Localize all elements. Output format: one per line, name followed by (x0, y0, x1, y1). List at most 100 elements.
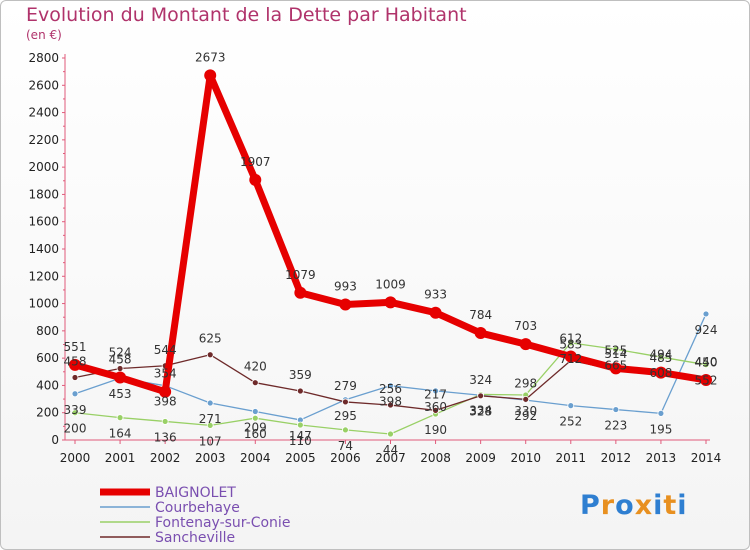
data-label: 360 (424, 400, 447, 414)
data-point (567, 339, 575, 347)
data-label: 552 (695, 374, 718, 388)
data-label: 110 (289, 434, 312, 448)
data-label: 292 (514, 409, 537, 423)
chart-title: Evolution du Montant de la Dette par Hab… (26, 4, 467, 26)
data-label: 525 (604, 343, 627, 357)
data-label: 44 (383, 443, 398, 457)
data-point (71, 390, 79, 398)
y-tick-label: 200 (36, 406, 59, 420)
data-label: 209 (244, 420, 267, 434)
data-point (612, 406, 620, 413)
y-tick-label: 1000 (28, 297, 59, 311)
x-tick-label: 2000 (60, 451, 91, 465)
data-label: 107 (199, 434, 222, 448)
data-label: 524 (109, 346, 132, 360)
x-tick-label: 2009 (465, 451, 496, 465)
data-label: 551 (64, 340, 87, 354)
data-label: 190 (424, 423, 447, 437)
data-label: 147 (289, 429, 312, 443)
x-tick-label: 2012 (601, 451, 632, 465)
data-point (657, 353, 665, 361)
data-label: 200 (64, 422, 87, 436)
y-tick-label: 1200 (28, 269, 59, 283)
data-label: 458 (109, 353, 132, 367)
data-label: 1079 (285, 268, 316, 282)
data-label: 398 (379, 395, 402, 409)
data-point (294, 286, 307, 299)
x-tick-label: 2004 (240, 451, 271, 465)
x-tick-label: 2005 (285, 451, 316, 465)
data-point (387, 430, 394, 438)
data-point (161, 418, 169, 425)
legend-label-courbehaye: Courbehaye (155, 500, 240, 516)
data-label: 223 (604, 419, 627, 433)
data-label: 450 (695, 356, 718, 370)
y-tick-label: 800 (36, 324, 59, 338)
data-point (654, 366, 667, 379)
x-tick-label: 2014 (691, 451, 722, 465)
data-label: 583 (559, 337, 582, 351)
data-label: 295 (334, 409, 357, 423)
x-tick-label: 2011 (556, 451, 587, 465)
data-label: 544 (154, 343, 177, 357)
data-point (564, 350, 577, 363)
data-label: 298 (514, 376, 537, 390)
data-label: 334 (469, 403, 492, 417)
data-label: 485 (649, 351, 672, 365)
data-label: 398 (154, 395, 177, 409)
data-label: 608 (649, 366, 672, 380)
data-label: 494 (649, 348, 672, 362)
data-label: 164 (109, 427, 132, 441)
data-label: 924 (695, 323, 718, 337)
logo-letter: o (615, 490, 635, 521)
data-point (206, 351, 214, 359)
data-point (251, 414, 259, 422)
legend-label-sancheville: Sancheville (155, 530, 235, 546)
data-point (342, 426, 349, 434)
data-point (206, 422, 214, 429)
data-point (71, 409, 79, 417)
x-tick-label: 2002 (150, 451, 181, 465)
y-tick-label: 1800 (28, 187, 59, 201)
data-label: 612 (559, 332, 582, 346)
logo-letter: i (677, 490, 688, 521)
data-point (609, 362, 622, 375)
data-point (206, 399, 214, 407)
data-label: 136 (154, 430, 177, 444)
data-label: 271 (199, 412, 222, 426)
data-point (387, 401, 394, 409)
data-label: 324 (469, 373, 492, 387)
logo-letter: i (653, 490, 664, 521)
data-point (249, 173, 262, 186)
data-label: 339 (64, 403, 87, 417)
x-tick-label: 2006 (330, 451, 361, 465)
data-label: 1009 (375, 277, 406, 291)
logo-letter: t (663, 490, 678, 521)
data-point (612, 345, 620, 353)
data-label: 712 (559, 352, 582, 366)
data-label: 453 (109, 387, 132, 401)
data-point (567, 402, 575, 410)
data-point (700, 373, 712, 386)
data-label: 625 (199, 332, 222, 346)
x-tick-label: 2001 (105, 451, 136, 465)
data-label: 993 (334, 280, 357, 294)
data-point (296, 387, 304, 395)
data-point (522, 395, 530, 403)
y-tick-label: 0 (51, 433, 59, 447)
data-label: 195 (649, 422, 672, 436)
legend-label-fontenay-sur-conie: Fontenay-sur-Conie (155, 515, 290, 531)
data-point (251, 379, 259, 387)
data-point (702, 310, 710, 318)
data-label: 256 (379, 382, 402, 396)
x-tick-label: 2003 (195, 451, 226, 465)
data-point (204, 69, 217, 82)
proxiti-logo: Proxiti (580, 490, 688, 521)
data-point (69, 358, 81, 371)
data-point (114, 371, 127, 384)
y-tick-label: 2800 (28, 51, 59, 65)
data-label: 1907 (240, 155, 271, 169)
x-tick-label: 2007 (375, 451, 406, 465)
data-point (657, 409, 665, 417)
logo-letter: r (600, 490, 616, 521)
